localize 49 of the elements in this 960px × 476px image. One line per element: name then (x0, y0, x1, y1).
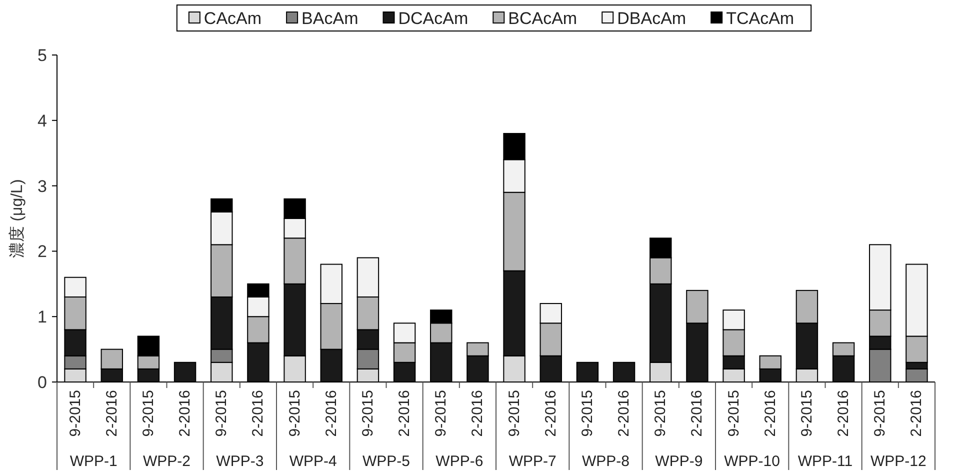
x-tick-label: 2-2016 (322, 390, 340, 437)
x-tick-label: 2-2016 (176, 390, 194, 437)
x-tick-label: 9-2015 (359, 390, 376, 437)
legend-label: CAcAm (204, 9, 262, 28)
text: WPP-4 (289, 453, 337, 470)
y-tick-label: 3 (38, 176, 47, 196)
text: WPP-11 (798, 453, 853, 470)
x-tick-label: 2-2016 (542, 390, 560, 437)
x-tick-label: 2-2016 (469, 390, 486, 437)
x-tick-label: 2-2016 (616, 390, 633, 437)
x-tick-label: 9-2015 (652, 390, 670, 437)
y-tick-label: 1 (38, 308, 47, 327)
legend-label: BCAcAm (508, 9, 578, 28)
x-tick-label: 9-2015 (725, 390, 742, 437)
text: WPP-1 (70, 453, 118, 470)
text: WPP-12 (870, 453, 926, 470)
text: WPP-5 (362, 453, 410, 470)
x-tick-label: 9-2015 (872, 390, 889, 437)
x-tick-label: 9-2015 (432, 390, 450, 437)
text: WPP-6 (436, 453, 484, 470)
legend-label: DBAcAm (617, 9, 686, 28)
text: WPP-2 (142, 453, 191, 470)
text: WPP-10 (724, 453, 780, 470)
text: WPP-8 (582, 453, 630, 470)
text: WPP-3 (216, 453, 264, 470)
legend-label: DCAcAm (398, 9, 468, 28)
y-tick-label: 4 (38, 111, 47, 130)
x-tick-label: 9-2015 (578, 390, 596, 437)
y-tick-label: 0 (38, 373, 47, 392)
x-tick-label: 2-2016 (835, 390, 852, 437)
x-tick-label: 2-2016 (688, 390, 706, 437)
x-tick-label: 9-2015 (286, 390, 304, 437)
x-tick-label: 9-2015 (140, 390, 157, 437)
legend-label: TCAcAm (726, 9, 794, 28)
x-tick-label: 9-2015 (213, 390, 230, 437)
x-tick-label: 9-2015 (66, 390, 84, 437)
x-tick-label: 2-2016 (908, 390, 926, 437)
x-tick-label: 2-2016 (103, 390, 120, 437)
x-tick-label: 9-2015 (798, 390, 816, 437)
y-tick-label: 2 (38, 242, 47, 262)
text: WPP-9 (655, 453, 703, 470)
legend-label: BAcAm (302, 9, 358, 28)
text: WPP-7 (508, 453, 556, 470)
y-axis-title: 濃度 (μg/L) (8, 179, 26, 258)
x-tick-label: 2-2016 (396, 390, 414, 437)
x-tick-label: 2-2016 (250, 390, 267, 437)
x-tick-label: 9-2015 (506, 390, 523, 437)
x-tick-label: 2-2016 (762, 390, 779, 437)
y-tick-label: 5 (38, 46, 47, 65)
